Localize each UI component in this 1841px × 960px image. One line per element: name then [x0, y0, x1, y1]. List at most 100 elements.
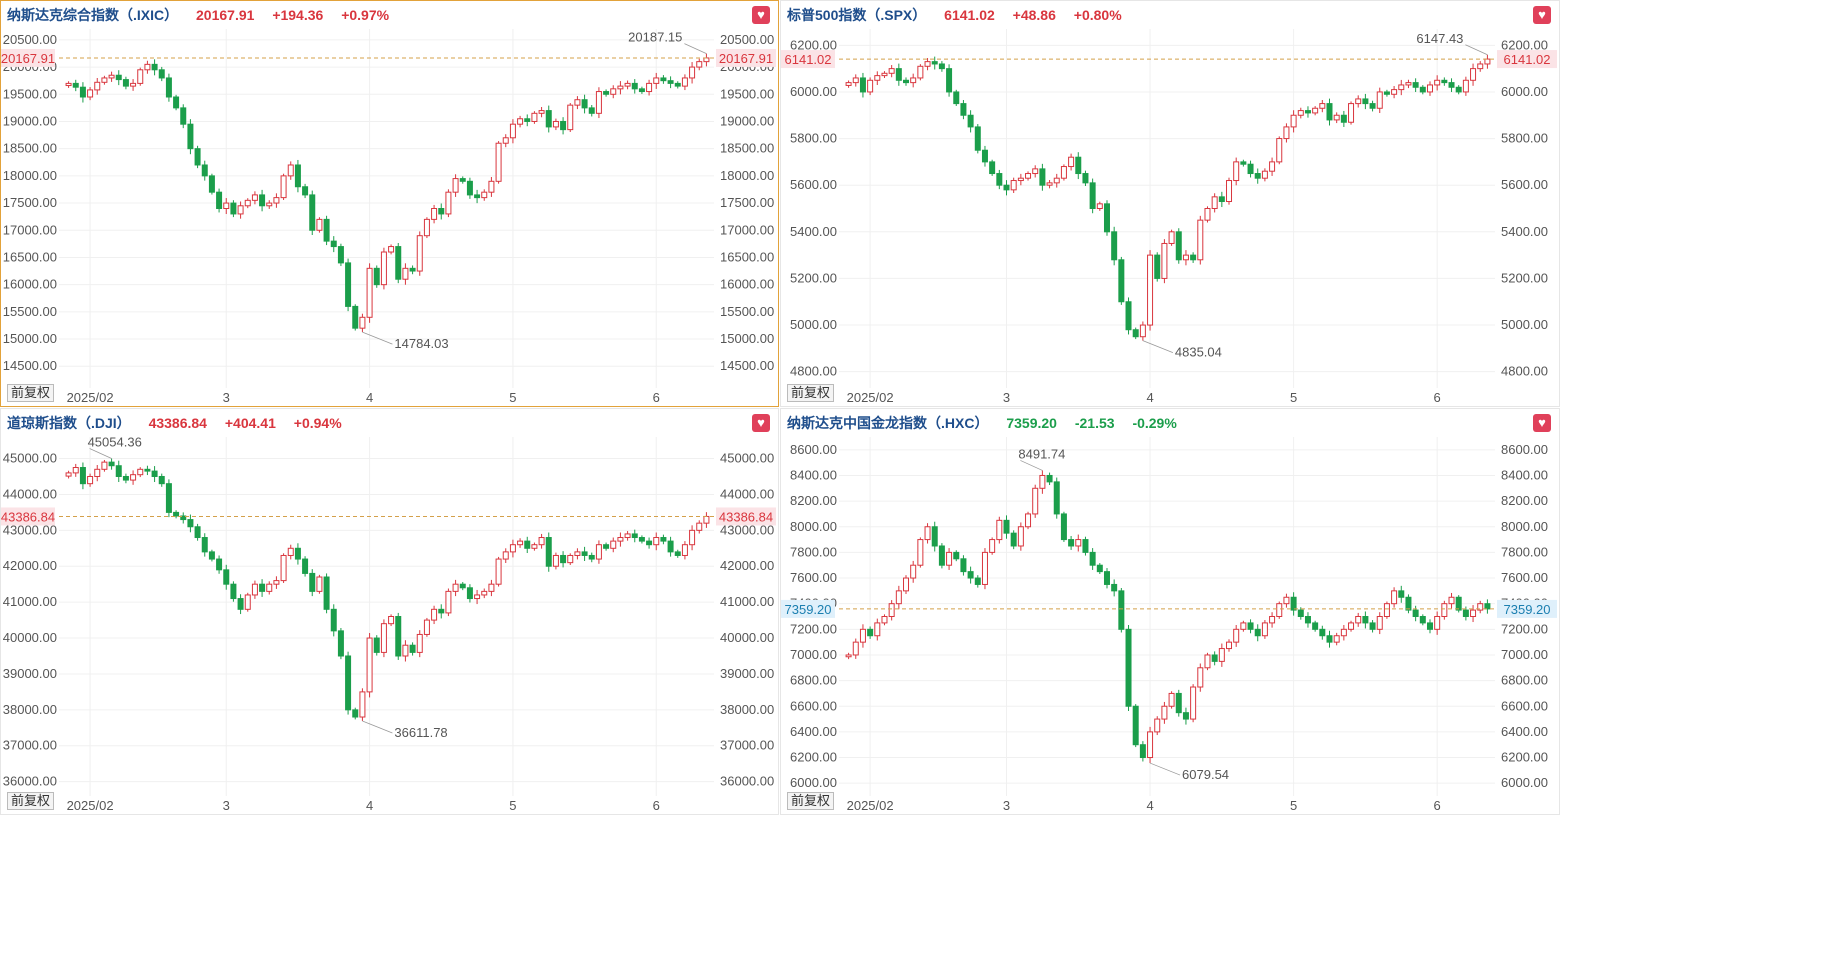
candle-body[interactable] [509, 123, 516, 139]
candle-body[interactable] [545, 110, 552, 128]
candle-body[interactable] [402, 267, 409, 280]
candle-body[interactable] [1398, 84, 1405, 91]
candle-body[interactable] [1355, 616, 1362, 624]
candle-body[interactable] [1448, 596, 1455, 605]
candle-body[interactable] [108, 74, 115, 79]
candle-body[interactable] [94, 468, 101, 477]
candle-body[interactable] [1226, 180, 1233, 203]
candle-body[interactable] [1462, 79, 1469, 93]
candle-body[interactable] [667, 540, 674, 553]
candle-body[interactable] [459, 178, 466, 182]
candle-body[interactable] [316, 218, 323, 231]
candle-body[interactable] [280, 554, 287, 582]
candle-body[interactable] [1434, 616, 1441, 630]
candle-body[interactable] [251, 194, 258, 201]
heart-icon[interactable]: ♥ [752, 6, 770, 24]
candle-body[interactable] [552, 554, 559, 567]
candle-body[interactable] [903, 577, 910, 592]
candle-body[interactable] [946, 68, 953, 93]
candle-body[interactable] [1168, 692, 1175, 707]
candle-body[interactable] [474, 194, 481, 199]
candle-body[interactable] [287, 164, 294, 177]
candle-body[interactable] [1412, 82, 1419, 88]
candle-body[interactable] [1477, 63, 1484, 70]
candle-body[interactable] [502, 551, 509, 560]
candle-body[interactable] [180, 107, 187, 125]
candle-body[interactable] [946, 551, 953, 566]
candle-body[interactable] [1319, 628, 1326, 637]
candle-body[interactable] [660, 77, 667, 82]
candle-body[interactable] [1312, 622, 1319, 630]
candle-body[interactable] [874, 75, 881, 81]
candle-body[interactable] [1261, 622, 1268, 637]
candle-body[interactable] [989, 161, 996, 175]
candle-body[interactable] [1010, 532, 1017, 547]
candle-body[interactable] [1240, 622, 1247, 630]
adjust-toggle-button[interactable]: 前复权 [787, 384, 835, 402]
candle-body[interactable] [380, 251, 387, 286]
candle-body[interactable] [696, 522, 703, 531]
candle-body[interactable] [1139, 744, 1146, 759]
candle-body[interactable] [366, 637, 373, 693]
candle-body[interactable] [595, 91, 602, 114]
candle-body[interactable] [273, 580, 280, 585]
candle-body[interactable] [230, 583, 237, 600]
candle-body[interactable] [416, 633, 423, 653]
heart-icon[interactable]: ♥ [1533, 6, 1551, 24]
candle-body[interactable] [237, 598, 244, 610]
candle-body[interactable] [910, 564, 917, 579]
candle-body[interactable] [1355, 98, 1362, 105]
candle-body[interactable] [87, 89, 94, 98]
candle-body[interactable] [881, 616, 888, 624]
candle-body[interactable] [895, 68, 902, 81]
candle-body[interactable] [287, 547, 294, 556]
adjust-toggle-button[interactable]: 前复权 [787, 792, 835, 810]
candle-body[interactable] [674, 82, 681, 87]
candle-body[interactable] [259, 583, 266, 592]
dji-chart-panel[interactable]: 道琼斯指数（.DJI） 43386.84 +404.41 +0.94% ♥ 45… [0, 408, 779, 815]
candle-body[interactable] [1147, 254, 1154, 326]
candle-body[interactable] [309, 194, 316, 231]
candle-body[interactable] [638, 537, 645, 542]
candle-body[interactable] [1470, 68, 1477, 81]
candle-body[interactable] [996, 173, 1003, 186]
candle-body[interactable] [187, 519, 194, 528]
candle-body[interactable] [703, 57, 710, 63]
candle-body[interactable] [696, 61, 703, 68]
candle-body[interactable] [667, 80, 674, 84]
candle-body[interactable] [653, 77, 660, 84]
candle-body[interactable] [1060, 166, 1067, 179]
candle-body[interactable] [201, 164, 208, 177]
candle-body[interactable] [1204, 208, 1211, 221]
candle-body[interactable] [1233, 628, 1240, 643]
candle-body[interactable] [1233, 161, 1240, 182]
candle-body[interactable] [302, 186, 309, 196]
candle-body[interactable] [845, 82, 852, 86]
candle-body[interactable] [445, 590, 452, 614]
candle-body[interactable] [567, 554, 574, 564]
candle-body[interactable] [395, 616, 402, 657]
candle-body[interactable] [373, 637, 380, 653]
candle-body[interactable] [1269, 616, 1276, 624]
candle-body[interactable] [1304, 616, 1311, 624]
candle-body[interactable] [1032, 487, 1039, 515]
candle-body[interactable] [646, 540, 653, 546]
candle-body[interactable] [1046, 474, 1053, 483]
candle-body[interactable] [1319, 103, 1326, 109]
candle-body[interactable] [1297, 110, 1304, 116]
candle-body[interactable] [1405, 596, 1412, 611]
candle-body[interactable] [323, 218, 330, 242]
candle-body[interactable] [1075, 156, 1082, 175]
candle-body[interactable] [459, 583, 466, 589]
candle-body[interactable] [65, 82, 72, 87]
candle-body[interactable] [130, 82, 137, 87]
candle-body[interactable] [603, 91, 610, 95]
candle-body[interactable] [1441, 79, 1448, 84]
candle-body[interactable] [1247, 163, 1254, 175]
candle-body[interactable] [996, 519, 1003, 541]
candle-body[interactable] [130, 474, 137, 481]
candle-body[interactable] [910, 77, 917, 84]
candle-body[interactable] [1211, 654, 1218, 662]
candle-body[interactable] [531, 112, 538, 122]
candle-body[interactable] [560, 120, 567, 131]
